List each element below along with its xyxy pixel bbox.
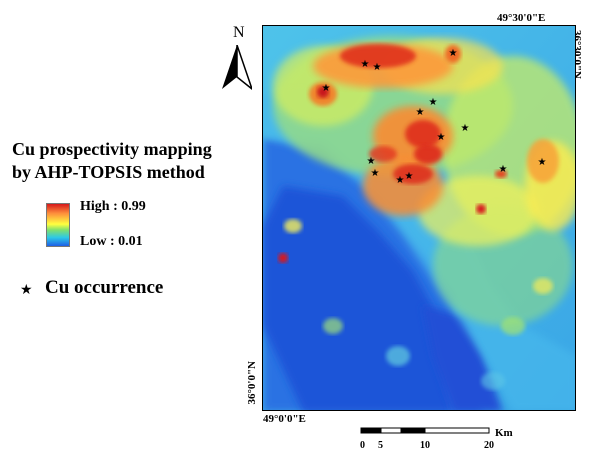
scale-tick-0: 0 — [360, 440, 365, 451]
cu-occurrence-marker: ★ — [371, 168, 380, 179]
cu-occurrence-marker: ★ — [416, 107, 425, 118]
cu-occurrence-marker: ★ — [499, 164, 508, 175]
legend-title: Cu prospectivity mapping by AHP-TOPSIS m… — [12, 138, 242, 184]
cu-occurrence-marker: ★ — [449, 48, 458, 59]
coord-bottom-left: 49°0'0"E — [263, 413, 306, 425]
legend-title-line2: by AHP-TOPSIS method — [12, 162, 205, 182]
prospectivity-map: ★ ★ ★ ★ ★ ★ ★ ★ ★ ★ ★ ★ ★ ★ — [262, 25, 576, 411]
north-label: N — [233, 24, 245, 41]
map-raster: ★ ★ ★ ★ ★ ★ ★ ★ ★ ★ ★ ★ ★ ★ — [263, 26, 575, 410]
star-icon: ★ — [20, 283, 33, 298]
cu-occurrence-marker: ★ — [322, 83, 331, 94]
cu-occurrence-marker: ★ — [538, 157, 547, 168]
scale-tick-10: 10 — [420, 440, 430, 451]
coord-left-vertical: 36°0'0"N — [246, 361, 258, 405]
legend-occurrence-label: Cu occurrence — [45, 277, 164, 298]
cu-occurrence-marker: ★ — [405, 171, 414, 182]
legend-title-line1: Cu prospectivity mapping — [12, 139, 212, 159]
legend-high-label: High : 0.99 — [80, 199, 146, 214]
cu-occurrence-marker: ★ — [361, 59, 370, 70]
cu-occurrence-marker: ★ — [461, 123, 470, 134]
color-ramp — [46, 203, 70, 247]
coord-top-right: 49°30'0"E — [497, 12, 546, 24]
scale-tick-20: 20 — [484, 440, 494, 451]
cu-occurrence-marker: ★ — [367, 156, 376, 167]
north-arrow-icon — [222, 45, 252, 90]
scale-tick-5: 5 — [378, 440, 383, 451]
legend-low-label: Low : 0.01 — [80, 234, 143, 249]
cu-occurrence-marker: ★ — [396, 175, 405, 186]
cu-occurrence-marker: ★ — [373, 62, 382, 73]
cu-occurrence-marker: ★ — [429, 97, 438, 108]
scale-bar — [360, 427, 490, 434]
cu-occurrence-marker: ★ — [437, 132, 446, 143]
scale-unit: Km — [495, 427, 513, 439]
